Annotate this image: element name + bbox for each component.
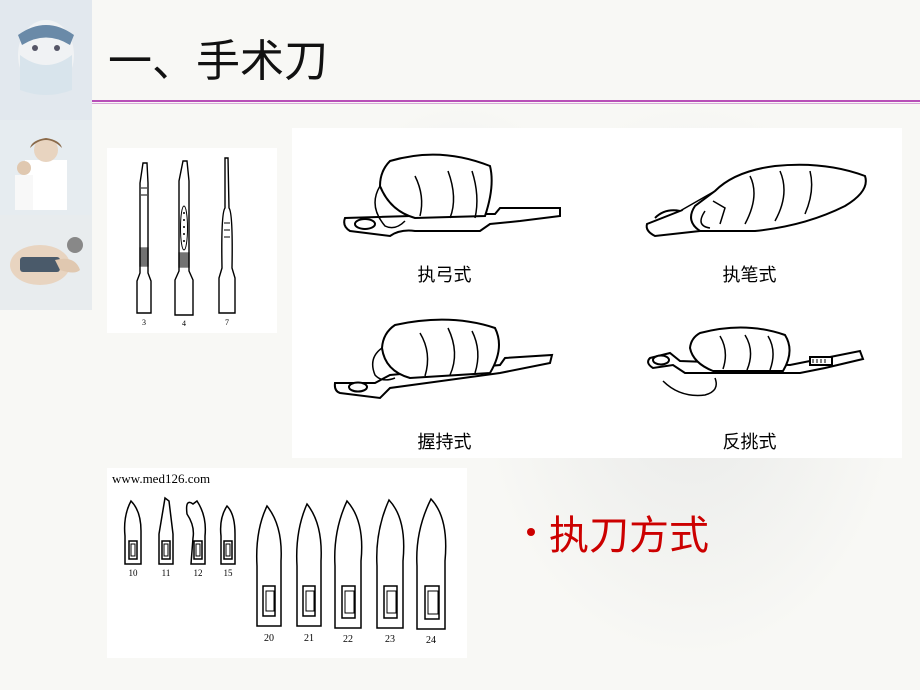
blade-label-12: 12 (194, 568, 203, 578)
scalpel-handles-figure: 3 4 7 (107, 148, 277, 333)
bp-cuff-icon (0, 215, 92, 310)
svg-text:3: 3 (142, 318, 146, 327)
grip-bow-svg (320, 136, 570, 251)
grip-pen-svg (625, 136, 875, 251)
grip-cell-fist: 握持式 (292, 295, 597, 462)
blade-label-11: 11 (162, 568, 171, 578)
doctors-photo-icon (0, 120, 92, 215)
grip-cell-bow: 执弓式 (292, 128, 597, 295)
grip-cell-pen: 执笔式 (597, 128, 902, 295)
grip-fist-svg (320, 303, 570, 418)
blades-source-url: www.med126.com (112, 471, 210, 487)
surgeon-mask-icon (0, 0, 92, 120)
sidebar-photo-3 (0, 215, 92, 310)
grip-cell-reverse: 反挑式 (597, 295, 902, 462)
sidebar-photo-2 (0, 120, 92, 215)
scalpel-handles-svg: 3 4 7 (117, 153, 267, 328)
svg-text:7: 7 (225, 318, 229, 327)
sidebar-photo-strip (0, 0, 92, 690)
grip-label-pen: 执笔式 (723, 261, 777, 287)
blade-label-15: 15 (224, 568, 234, 578)
slide-title: 一、手术刀 (108, 25, 328, 89)
bullet-line: 执刀方式 (527, 503, 709, 561)
scalpel-grip-figure: 执弓式 执笔式 (292, 128, 902, 458)
grip-label-bow: 执弓式 (418, 261, 472, 287)
svg-text:4: 4 (182, 319, 186, 328)
blade-label-10: 10 (129, 568, 139, 578)
grip-label-reverse: 反挑式 (723, 428, 777, 454)
title-divider (92, 100, 920, 104)
blade-label-22: 22 (343, 634, 353, 645)
sidebar-photo-1 (0, 0, 92, 120)
scalpel-blades-figure: www.med126.com 10 11 (107, 468, 467, 658)
bullet-dot-icon (527, 528, 535, 536)
bullet-text: 执刀方式 (549, 503, 709, 561)
blade-label-23: 23 (385, 634, 395, 645)
grip-label-fist: 握持式 (418, 428, 472, 454)
blade-label-20: 20 (264, 633, 274, 644)
scalpel-blades-svg: 10 11 12 15 (107, 486, 467, 656)
blade-label-21: 21 (304, 633, 314, 644)
grip-reverse-svg (625, 303, 875, 418)
content-area: 3 4 7 (92, 108, 920, 690)
blade-label-24: 24 (426, 635, 436, 646)
